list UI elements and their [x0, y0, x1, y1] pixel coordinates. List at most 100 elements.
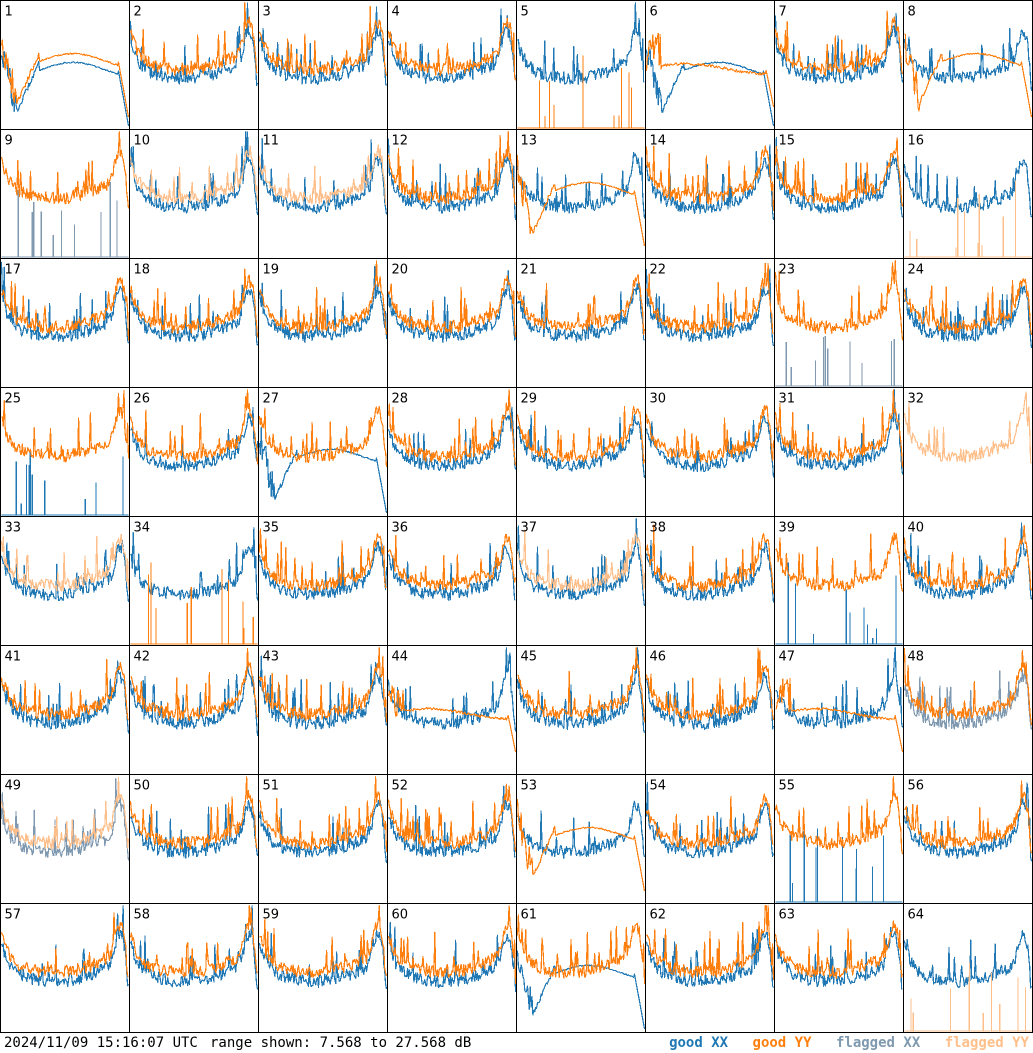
panel-number: 8	[908, 5, 916, 20]
panel-32: 32	[903, 391, 1032, 464]
series-yy-panel-45	[517, 647, 646, 723]
panel-number: 64	[908, 908, 925, 923]
series-xx-panel-18	[129, 284, 259, 346]
panel-number: 37	[521, 521, 538, 536]
panel-24: 24	[903, 263, 1033, 348]
panel-5: 5	[517, 2, 645, 129]
series-xx-panel-9	[1, 181, 129, 258]
panel-36: 36	[387, 521, 517, 601]
panel-number: 51	[263, 779, 280, 794]
series-yy-panel-12	[387, 131, 517, 205]
panel-number: 38	[650, 521, 667, 536]
panel-14: 14	[645, 134, 775, 221]
series-xx-panel-38	[645, 540, 775, 603]
panel-number: 24	[908, 263, 925, 278]
panel-51: 51	[258, 776, 388, 863]
series-yy-panel-4	[387, 17, 517, 81]
series-xx-panel-7	[774, 13, 904, 84]
panel-38: 38	[645, 521, 775, 603]
series-xx-panel-63	[775, 926, 903, 990]
series-xx-panel-34	[130, 527, 259, 601]
series-xx-panel-31	[775, 389, 904, 475]
panel-number: 58	[134, 908, 151, 923]
panel-33: 33	[0, 521, 130, 603]
series-xx-panel-40	[903, 522, 1033, 600]
series-xx-panel-50	[129, 799, 259, 859]
panel-6: 6	[645, 5, 775, 127]
panel-52: 52	[387, 779, 517, 858]
panel-number: 35	[263, 521, 280, 536]
series-yy-panel-41	[0, 658, 130, 721]
panel-11: 11	[258, 134, 388, 215]
series-yy-panel-17	[0, 277, 130, 341]
series-xx-panel-6	[645, 48, 775, 127]
panel-1: 1	[0, 5, 130, 127]
series-yy-panel-27	[258, 405, 388, 468]
panel-18: 18	[129, 263, 259, 346]
panel-39: 39	[775, 521, 904, 645]
series-xx-panel-49	[0, 778, 130, 861]
panel-63: 63	[774, 908, 904, 990]
panel-number: 25	[5, 392, 22, 407]
panel-number: 28	[392, 392, 409, 407]
series-xx-panel-14	[645, 144, 775, 221]
panel-number: 13	[521, 134, 538, 149]
panel-46: 46	[645, 647, 775, 730]
panel-number: 4	[392, 5, 400, 20]
series-xx-panel-35	[258, 541, 388, 601]
panel-60: 60	[387, 905, 517, 992]
panel-number: 32	[908, 392, 925, 407]
series-yy-panel-29	[516, 406, 646, 464]
series-yy-panel-24	[903, 278, 1033, 335]
panel-number: 21	[521, 263, 538, 278]
series-xx-panel-37	[516, 518, 646, 606]
panel-22: 22	[645, 263, 775, 347]
series-yy-panel-9	[0, 131, 130, 209]
series-yy-panel-16	[904, 180, 1032, 258]
series-xx-panel-17	[0, 262, 130, 344]
series-xx-panel-45	[516, 647, 646, 733]
panel-number: 5	[521, 5, 529, 20]
series-xx-panel-28	[387, 406, 517, 472]
panel-16: 16	[903, 134, 1033, 258]
series-xx-panel-47	[775, 647, 904, 729]
legend-good-yy: good YY	[752, 1035, 812, 1051]
series-xx-panel-64	[903, 930, 1033, 989]
series-yy-panel-5	[517, 55, 645, 129]
series-xx-panel-56	[903, 782, 1033, 862]
series-yy-panel-34	[130, 562, 258, 645]
series-xx-panel-53	[516, 800, 646, 859]
panel-58: 58	[129, 905, 259, 990]
panel-number: 3	[263, 5, 271, 20]
panel-34: 34	[130, 521, 259, 645]
series-xx-panel-23	[775, 336, 903, 387]
series-xx-panel-55	[775, 828, 903, 903]
series-xx-panel-16	[903, 155, 1033, 218]
panel-number: 62	[650, 908, 667, 923]
panel-number: 53	[521, 779, 538, 794]
panel-number: 19	[263, 263, 280, 278]
panel-number: 7	[779, 5, 787, 20]
series-yy-panel-14	[645, 145, 775, 212]
series-yy-panel-63	[774, 920, 904, 979]
series-yy-panel-54	[645, 793, 774, 850]
panel-number: 61	[521, 908, 538, 923]
series-yy-panel-53	[516, 799, 646, 892]
series-xx-panel-21	[516, 281, 646, 343]
series-xx-panel-20	[387, 270, 517, 343]
series-yy-panel-37	[516, 529, 646, 592]
series-xx-panel-2	[129, 2, 259, 87]
panel-28: 28	[387, 389, 517, 472]
series-xx-panel-36	[387, 542, 516, 601]
panel-number: 9	[5, 134, 13, 149]
panel-53: 53	[516, 779, 646, 892]
panel-number: 20	[392, 263, 409, 278]
series-yy-panel-38	[645, 524, 775, 595]
panel-54: 54	[645, 779, 775, 859]
range-label: range shown: 7.568 to 27.568 dB	[210, 1035, 472, 1051]
series-yy-panel-55	[774, 776, 904, 855]
series-xx-panel-27	[258, 427, 388, 514]
panel-61: 61	[516, 908, 646, 1030]
series-xx-panel-15	[774, 136, 904, 218]
